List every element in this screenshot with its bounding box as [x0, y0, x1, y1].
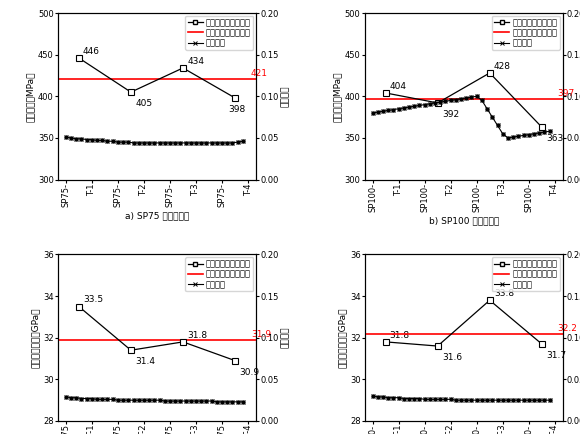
Text: 31.8: 31.8	[187, 331, 207, 340]
Text: 33.5: 33.5	[83, 295, 103, 304]
Text: 398: 398	[228, 105, 245, 114]
Legend: 各切出し面の平均値, 全切出し面の平均値, 変動係数: 各切出し面の平均値, 全切出し面の平均値, 変動係数	[492, 257, 560, 292]
Legend: 各切出し面の平均値, 全切出し面の平均値, 変動係数: 各切出し面の平均値, 全切出し面の平均値, 変動係数	[492, 16, 560, 50]
Text: 33.8: 33.8	[494, 289, 514, 298]
X-axis label: a) SP75 の引張強度: a) SP75 の引張強度	[125, 211, 189, 220]
X-axis label: b) SP100 の引張強度: b) SP100 の引張強度	[429, 216, 499, 225]
Y-axis label: 引張強度（MPa）: 引張強度（MPa）	[26, 71, 35, 122]
Text: 446: 446	[83, 47, 100, 56]
Text: 31.4: 31.4	[135, 357, 155, 366]
Text: 405: 405	[135, 99, 152, 108]
Y-axis label: 引張強度（MPa）: 引張強度（MPa）	[333, 71, 342, 122]
Text: 392: 392	[442, 110, 459, 119]
Text: 421: 421	[251, 69, 268, 78]
Text: 31.7: 31.7	[546, 351, 566, 360]
Y-axis label: 変動係数: 変動係数	[281, 85, 290, 107]
Text: 32.2: 32.2	[557, 324, 578, 333]
Y-axis label: 引張弾性係数（GPa）: 引張弾性係数（GPa）	[31, 307, 40, 368]
Text: 31.8: 31.8	[390, 331, 410, 340]
Y-axis label: 引張弾性係数（GPa）: 引張弾性係数（GPa）	[338, 307, 347, 368]
Text: 428: 428	[494, 62, 511, 71]
Text: 30.9: 30.9	[239, 368, 259, 377]
Text: 31.9: 31.9	[251, 330, 271, 339]
Text: 363: 363	[546, 134, 563, 143]
Text: 404: 404	[390, 82, 407, 91]
Text: 31.6: 31.6	[442, 353, 462, 362]
Legend: 各切出し面の平均値, 全切出し面の平均値, 変動係数: 各切出し面の平均値, 全切出し面の平均値, 変動係数	[185, 16, 253, 50]
Text: 397: 397	[557, 89, 575, 98]
Text: 434: 434	[187, 57, 204, 66]
Legend: 各切出し面の平均値, 全切出し面の平均値, 変動係数: 各切出し面の平均値, 全切出し面の平均値, 変動係数	[185, 257, 253, 292]
Y-axis label: 変動係数: 変動係数	[281, 327, 290, 349]
